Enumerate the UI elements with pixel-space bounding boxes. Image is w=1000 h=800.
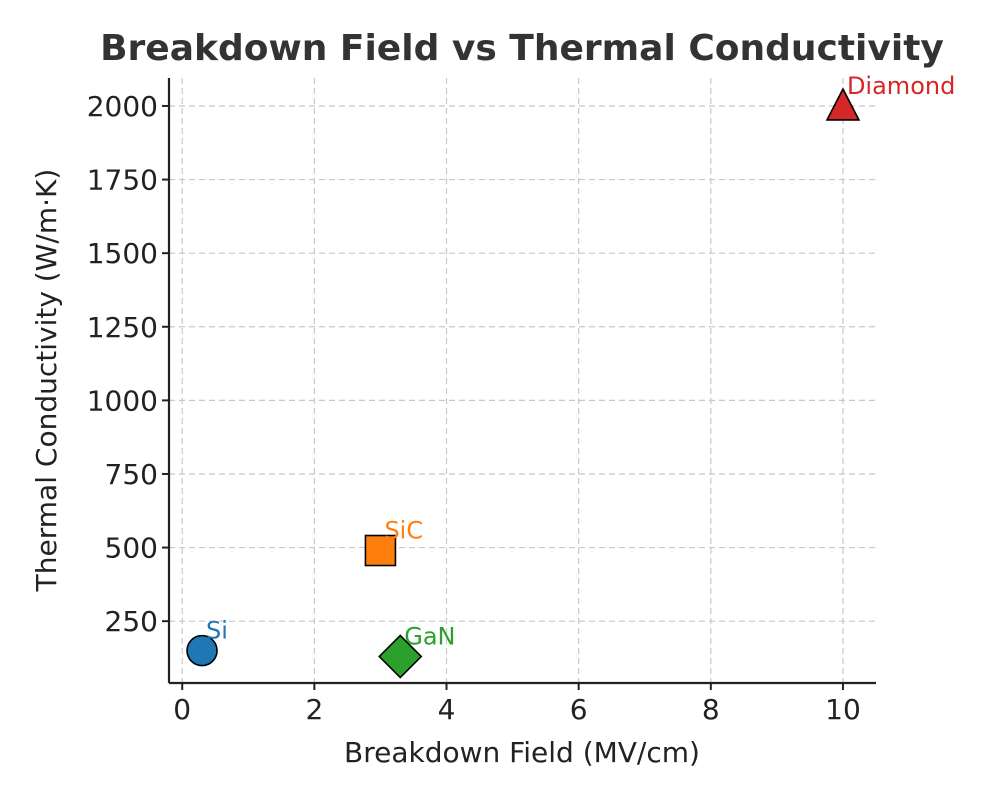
x-tick-label: 4	[438, 693, 456, 726]
y-tick-label: 500	[105, 532, 158, 565]
y-tick-label: 1000	[87, 384, 158, 417]
point-si	[186, 634, 218, 667]
axes-spines	[167, 78, 876, 685]
point-sic	[364, 534, 397, 567]
grid-lines	[169, 78, 876, 683]
y-tick-label: 2000	[87, 90, 158, 123]
y-tick-label: 250	[105, 605, 158, 638]
point-gan	[378, 634, 423, 679]
y-tick-label: 1250	[87, 311, 158, 344]
y-axis-label: Thermal Conductivity (W/m·K)	[30, 169, 63, 593]
point-label-diamond: Diamond	[847, 72, 955, 100]
data-points: Si SiC GaN Diamond	[186, 72, 955, 679]
x-tick-label: 10	[825, 693, 861, 726]
x-tick-label: 0	[173, 693, 191, 726]
x-tick-label: 8	[702, 693, 720, 726]
point-diamond	[825, 87, 861, 121]
point-label-gan: GaN	[404, 623, 455, 651]
chart-title: Breakdown Field vs Thermal Conductivity	[100, 28, 944, 69]
x-tick-label: 6	[570, 693, 588, 726]
y-tick-label: 1500	[87, 237, 158, 270]
point-label-si: Si	[206, 617, 228, 645]
x-axis-label: Breakdown Field (MV/cm)	[344, 736, 700, 769]
axis-ticks: 0 2 4 6 8 10 250 500 750 1000 1250 1500 1750 2000	[87, 90, 861, 726]
x-tick-label: 2	[305, 693, 323, 726]
point-label-sic: SiC	[384, 517, 423, 545]
y-tick-label: 750	[105, 458, 158, 491]
y-tick-label: 1750	[87, 164, 158, 197]
